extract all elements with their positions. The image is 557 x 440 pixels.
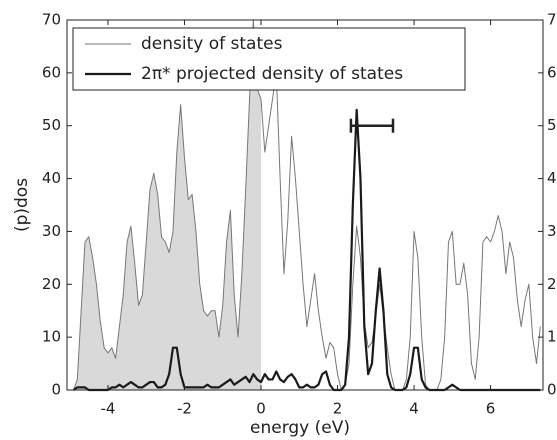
legend-label: density of states xyxy=(141,34,283,54)
y-tick-label: 30 xyxy=(42,222,61,240)
y-tick-label: 20 xyxy=(42,275,61,293)
y-tick-label: 60 xyxy=(42,63,61,81)
legend-box xyxy=(72,27,466,91)
x-axis-label: energy (eV) xyxy=(250,418,350,438)
x-tick-label: -4 xyxy=(100,400,115,418)
legend-label: 2π* projected density of states xyxy=(141,64,403,84)
y-axis-label: (p)dos xyxy=(12,178,32,232)
y2-tick-label: 4 xyxy=(547,169,557,187)
y2-tick-label: 7 xyxy=(547,11,557,29)
y2-tick-label: 6 xyxy=(547,63,557,81)
plot-frame xyxy=(66,19,544,391)
x-tick-label: 4 xyxy=(409,400,419,418)
x-tick-label: 0 xyxy=(256,400,266,418)
series-line xyxy=(73,19,541,391)
y-tick-label: 50 xyxy=(42,116,61,134)
y-tick-label: 70 xyxy=(42,11,61,29)
x-tick-label: -2 xyxy=(177,400,192,418)
occupied-fill xyxy=(73,20,261,390)
y2-tick-label: 3 xyxy=(547,222,557,240)
x-tick-label: 2 xyxy=(333,400,343,418)
y2-tick-label: 5 xyxy=(547,116,557,134)
y-tick-label: 10 xyxy=(42,328,61,346)
y2-tick-label: 1 xyxy=(547,328,557,346)
x-tick-label: 6 xyxy=(486,400,496,418)
y2-tick-label: 2 xyxy=(547,275,557,293)
y2-tick-label: 0 xyxy=(547,381,557,399)
y-tick-label: 0 xyxy=(51,381,61,399)
y-tick-label: 40 xyxy=(42,169,61,187)
